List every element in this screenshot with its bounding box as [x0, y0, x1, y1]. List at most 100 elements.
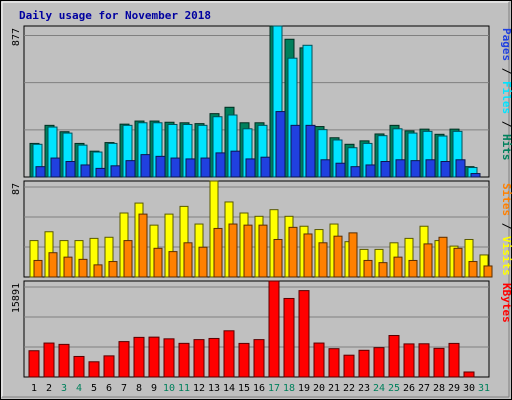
bar-pages-day-19 [305, 124, 316, 178]
bar-sites-day-5 [93, 264, 103, 278]
chart-panels: 877 Pages / Files / Hits 87 Sites / Visits 1… [11, 25, 512, 378]
bar-pages-day-21 [335, 162, 346, 178]
bar-kbytes-day-15 [238, 342, 250, 378]
bar-sites-day-19 [303, 233, 313, 278]
bar-pages-day-15 [245, 158, 256, 178]
bar-kbytes-day-4 [73, 355, 85, 378]
panel-visits: 87 Sites / Visits [11, 180, 512, 278]
day-label: 21 [328, 383, 340, 394]
legend-files: Files [500, 81, 512, 114]
day-label: 20 [313, 383, 325, 394]
day-label: 12 [193, 383, 205, 394]
bar-sites-day-30 [468, 261, 478, 278]
bar-pages-day-26 [410, 160, 421, 178]
bar-pages-day-10 [170, 157, 181, 178]
day-label: 3 [61, 383, 67, 394]
bar-kbytes-day-14 [223, 330, 235, 378]
bar-sites-day-29 [453, 247, 463, 278]
bar-pages-day-24 [380, 161, 391, 178]
bar-kbytes-day-26 [403, 343, 415, 378]
day-label: 10 [163, 383, 175, 394]
x-axis-day-labels: 1 2 3 4 5 6 7 8 9 10 11 12 13 14 15 16 17 18 19 20 21 22 23 24 2… [31, 383, 490, 394]
panel-visits-max-label: 87 [11, 183, 22, 195]
day-label: 28 [433, 383, 445, 394]
panel-kbytes-legend-label: KBytes [500, 283, 512, 323]
bar-pages-day-2 [50, 157, 61, 178]
legend-sites: Sites [500, 183, 512, 216]
bar-kbytes-day-16 [253, 339, 265, 378]
bar-sites-day-23 [363, 259, 373, 278]
bar-pages-day-22 [350, 166, 361, 178]
panel-hits: 877 Pages / Files / Hits [11, 25, 512, 178]
day-label: 9 [151, 383, 157, 394]
bar-kbytes-day-6 [103, 355, 115, 378]
day-label: 22 [343, 383, 355, 394]
bar-sites-day-1 [33, 259, 43, 278]
bar-pages-day-11 [185, 158, 196, 178]
bar-kbytes-day-23 [358, 349, 370, 378]
day-label: 15 [238, 383, 250, 394]
bar-sites-day-7 [123, 240, 133, 278]
legend-hits: Hits [500, 134, 512, 161]
day-label: 29 [448, 383, 460, 394]
bar-kbytes-day-7 [118, 341, 130, 378]
bar-pages-day-4 [80, 164, 91, 178]
bar-kbytes-day-11 [178, 342, 190, 378]
bar-pages-day-17 [275, 111, 286, 178]
legend-kbytes: KBytes [500, 283, 512, 323]
bar-kbytes-day-12 [193, 339, 205, 378]
bar-pages-day-20 [320, 159, 331, 178]
bar-kbytes-day-30 [463, 371, 475, 378]
bar-sites-day-18 [288, 226, 298, 278]
bar-sites-day-2 [48, 252, 58, 278]
panel-hits-legend-label: Pages / Files / Hits [500, 28, 512, 161]
bar-sites-day-11 [183, 242, 193, 278]
day-label: 2 [46, 383, 52, 394]
bar-pages-day-13 [215, 152, 226, 178]
bar-kbytes-day-9 [148, 336, 160, 378]
bar-sites-day-27 [423, 243, 433, 278]
day-label: 18 [283, 383, 295, 394]
bar-pages-day-29 [455, 159, 466, 178]
bar-pages-day-23 [365, 164, 376, 178]
bar-kbytes-day-18 [283, 297, 295, 378]
day-label: 5 [91, 383, 97, 394]
bar-kbytes-day-22 [343, 354, 355, 378]
bar-kbytes-day-1 [28, 350, 40, 378]
bar-sites-day-4 [78, 258, 88, 278]
panel-kbytes: 15891 KBytes [11, 280, 512, 378]
bar-sites-day-14 [228, 223, 238, 278]
day-label: 17 [268, 383, 280, 394]
day-label: 19 [298, 383, 310, 394]
day-label: 7 [121, 383, 127, 394]
day-label: 30 [463, 383, 475, 394]
bar-sites-day-13 [213, 227, 223, 278]
bar-sites-day-10 [168, 251, 178, 278]
bar-sites-day-28 [438, 236, 448, 278]
bar-pages-day-12 [200, 157, 211, 178]
panel-visits-legend-label: Sites / Visits [500, 183, 512, 276]
legend-separator: / [500, 61, 512, 81]
day-label: 25 [388, 383, 400, 394]
bar-pages-day-25 [395, 159, 406, 178]
day-label: 27 [418, 383, 430, 394]
bar-kbytes-day-29 [448, 342, 460, 378]
bar-kbytes-day-17 [268, 280, 280, 378]
bar-sites-day-21 [333, 235, 343, 278]
bar-pages-day-8 [140, 154, 151, 178]
bar-kbytes-day-8 [133, 336, 145, 378]
bar-sites-day-24 [378, 262, 388, 278]
legend-separator: / [500, 216, 512, 236]
legend-visits: Visits [500, 236, 512, 276]
bar-pages-day-30 [470, 173, 481, 178]
day-label: 24 [373, 383, 385, 394]
bar-kbytes-day-3 [58, 343, 70, 378]
chart-title: Daily usage for November 2018 [19, 9, 211, 22]
bar-sites-day-26 [408, 259, 418, 278]
bar-sites-day-31 [483, 265, 493, 278]
bar-pages-day-5 [95, 167, 106, 178]
bar-pages-day-1 [35, 166, 46, 178]
bar-pages-day-6 [110, 165, 121, 178]
bar-sites-day-3 [63, 256, 73, 278]
